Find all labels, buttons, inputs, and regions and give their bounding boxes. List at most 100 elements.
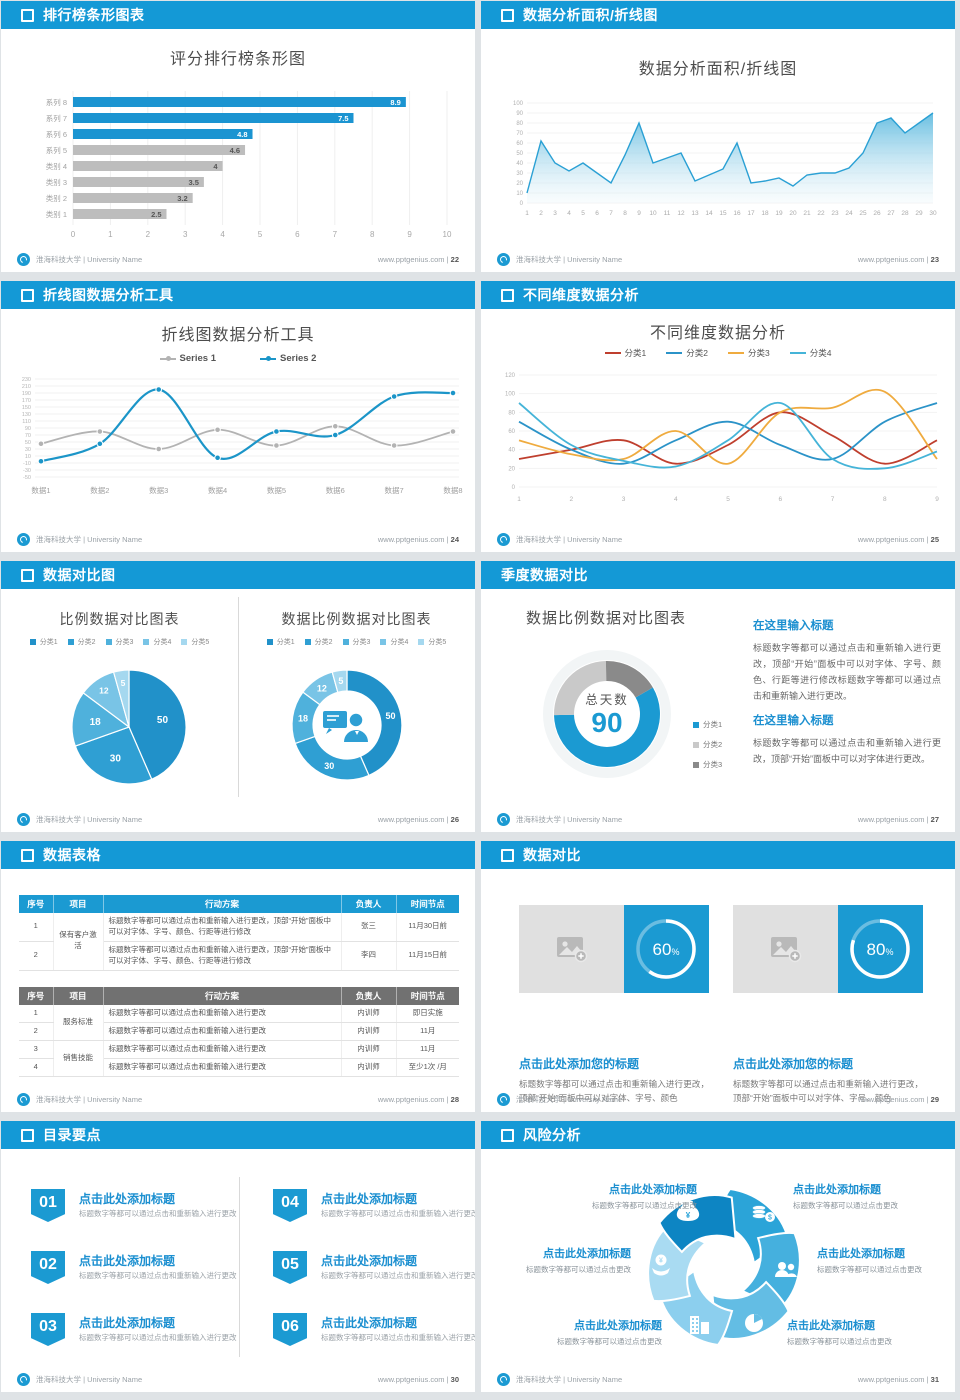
- svg-text:30: 30: [516, 171, 523, 177]
- svg-text:7: 7: [333, 230, 338, 239]
- slide-22[interactable]: 排行榜条形图表 评分排行榜条形图 0 1 2 3 4 5 6 7 8 9 10 系列 8 8.9 系列 7…: [1, 1, 475, 272]
- pie-chart-icon: [745, 1314, 763, 1332]
- logo-icon: [497, 532, 510, 546]
- diagram-label-title: 点击此处添加标题: [543, 1248, 631, 1260]
- toc-item[interactable]: 01 点击此处添加标题 标题数字等都可以通过点击和重新输入进行更改: [31, 1189, 241, 1237]
- svg-text:110: 110: [22, 419, 31, 425]
- site-and-page: www.pptgenius.com | 24: [377, 534, 459, 544]
- org-name: 淮海科技大学 | University Name: [516, 1374, 623, 1384]
- svg-text:8: 8: [883, 496, 887, 503]
- logo-icon: [497, 1372, 510, 1386]
- svg-text:22: 22: [817, 210, 825, 217]
- svg-text:数据2: 数据2: [90, 485, 109, 495]
- svg-text:数据3: 数据3: [149, 485, 168, 495]
- toc-subtitle: 标题数字等都可以通过点击和重新输入进行更改: [321, 1209, 475, 1218]
- legend-item: 分类5: [181, 637, 209, 647]
- pie-chart-title: 比例数据对比图表: [59, 611, 180, 627]
- block-heading: 在这里输入标题: [753, 715, 834, 728]
- table-header-cell: 负责人: [341, 987, 397, 1005]
- diagram-label-subtitle: 标题数字等都可以通过点击更改: [592, 1201, 697, 1210]
- text-blocks: 在这里输入标题 标题数字等都可以通过点击和重新输入进行更改，顶部“开始”面板中可…: [753, 609, 941, 775]
- slide-footer: 淮海科技大学 | University Name www.pptgenius.co…: [1, 1086, 475, 1112]
- svg-text:40: 40: [508, 448, 515, 454]
- slide-28[interactable]: 数据表格 序号 项目 行动方案 负责人 时间节点 1 保有客户激活 标题数字等都可以通过点击和…: [1, 841, 475, 1112]
- legend-item: 分类3: [105, 637, 133, 647]
- toc-item[interactable]: 06 点击此处添加标题 标题数字等都可以通过点击和重新输入进行更改: [273, 1313, 475, 1361]
- org-name: 淮海科技大学 | University Name: [516, 814, 623, 824]
- svg-text:¥: ¥: [686, 1211, 691, 1220]
- svg-text:4.6: 4.6: [230, 146, 240, 155]
- legend-item: 分类1: [604, 347, 646, 359]
- chart-title: 数据比例数据对比图表: [525, 610, 686, 627]
- slide-26[interactable]: 数据对比图 比例数据对比图表 数据比例数据对比图表 分类1 分类2 分类3 分类4 分类…: [1, 561, 475, 832]
- slide-27[interactable]: 季度数据对比 数据比例数据对比图表 总天数 90 分类1 分类2 分类3 在这里输入…: [481, 561, 955, 832]
- svg-text:数据1: 数据1: [31, 485, 50, 495]
- legend-item: 分类5: [418, 637, 446, 647]
- svg-text:20: 20: [516, 181, 523, 187]
- svg-text:系列 7: 系列 7: [46, 113, 67, 123]
- toc-item[interactable]: 03 点击此处添加标题 标题数字等都可以通过点击和重新输入进行更改: [31, 1313, 241, 1361]
- legend-item: 分类2: [304, 637, 333, 647]
- svg-text:-50: -50: [23, 475, 31, 481]
- toc-item[interactable]: 05 点击此处添加标题 标题数字等都可以通过点击和重新输入进行更改: [273, 1251, 475, 1299]
- svg-text:50: 50: [157, 715, 169, 726]
- svg-text:230: 230: [22, 377, 31, 383]
- square-icon: [501, 1128, 514, 1142]
- slide-cell: 数据对比图 比例数据对比图表 数据比例数据对比图表 分类1 分类2 分类3 分类4 分类…: [0, 560, 480, 840]
- toc-item[interactable]: 02 点击此处添加标题 标题数字等都可以通过点击和重新输入进行更改: [31, 1251, 241, 1299]
- logo-icon: [17, 1372, 30, 1386]
- legend-item: 分类4: [789, 347, 831, 359]
- svg-text:60%: 60%: [653, 940, 680, 959]
- org-name: 淮海科技大学 | University Name: [516, 1094, 623, 1104]
- table-header-cell: 序号: [19, 895, 54, 913]
- image-placeholder: [733, 905, 838, 993]
- slide-24[interactable]: 折线图数据分析工具 折线图数据分析工具 Series 1 Series 2 -50…: [1, 281, 475, 552]
- slide-30[interactable]: 目录要点 01 点击此处添加标题 标题数字等都可以通过点击和重新输入进行更改 02 点击…: [1, 1121, 475, 1392]
- slide-25[interactable]: 不同维度数据分析 不同维度数据分析 分类1 分类2 分类3 分类4 0 20 40 60 80…: [481, 281, 955, 552]
- slide-29[interactable]: 数据对比 60% 点击此处添加您的标题 标题数字等都可以通过点击和重新输入进行更…: [481, 841, 955, 1112]
- toc-item[interactable]: 04 点击此处添加标题 标题数字等都可以通过点击和重新输入进行更改: [273, 1189, 475, 1237]
- svg-text:类别 4: 类别 4: [46, 161, 67, 171]
- svg-text:3: 3: [553, 210, 557, 217]
- diagram-label-subtitle: 标题数字等都可以通过点击更改: [557, 1337, 662, 1346]
- toc-number-badge: 03: [31, 1313, 65, 1346]
- diagram-label: 点击此处添加标题标题数字等都可以通过点击更改: [497, 1317, 662, 1347]
- toc-title: 点击此处添加标题: [79, 1254, 176, 1268]
- svg-text:12: 12: [317, 683, 327, 693]
- add-image-icon: [556, 937, 587, 963]
- slide-footer: 淮海科技大学 | University Name www.pptgenius.co…: [1, 806, 475, 832]
- comparison-panel: 80% 点击此处添加您的标题 标题数字等都可以通过点击和重新输入进行更改，顶部“…: [733, 905, 923, 1103]
- table-header-cell: 项目: [53, 987, 104, 1005]
- chart-legend: 分类1 分类2 分类3 分类4 分类5: [238, 637, 475, 647]
- page-number: 24: [450, 534, 459, 544]
- svg-text:5: 5: [726, 496, 730, 503]
- svg-text:5: 5: [258, 230, 263, 239]
- diagram-label-title: 点击此处添加标题: [574, 1320, 662, 1332]
- bar-chart: 0 1 2 3 4 5 6 7 8 9 10 系列 8 8.9 系列 7 7.5 系列 6 4.8 系列 5 4.6…: [46, 91, 452, 239]
- table-header-cell: 序号: [19, 987, 54, 1005]
- svg-text:2: 2: [539, 210, 543, 217]
- svg-text:80: 80: [516, 121, 523, 127]
- slide-23[interactable]: 数据分析面积/折线图 数据分析面积/折线图 0 10 20 30 40 50 60 70 80 9…: [481, 1, 955, 272]
- svg-text:100: 100: [505, 392, 516, 398]
- panel-body: 标题数字等都可以通过点击和重新输入进行更改，顶部“开始”面板中可以对字体、字号、…: [733, 1079, 923, 1104]
- legend-item: 分类2: [693, 739, 722, 750]
- slide-31[interactable]: 风险分析 ¥ $ ¥ 点击此处添加标题 标题数字等都可以通过点击更改 点击此处添加标题标…: [481, 1121, 955, 1392]
- slide-footer: 淮海科技大学 | University Name www.pptgenius.co…: [481, 1366, 955, 1392]
- slide-cell: 季度数据对比 数据比例数据对比图表 总天数 90 分类1 分类2 分类3 在这里输入…: [480, 560, 960, 840]
- diagram-label-subtitle: 标题数字等都可以通过点击更改: [787, 1337, 892, 1346]
- chart-title: 折线图数据分析工具: [161, 327, 315, 344]
- slide-header: 风险分析: [481, 1121, 955, 1149]
- pie-and-donut-chart: 50 30 18 12 5 50 30 18 12 5: [71, 669, 403, 785]
- slide-header-title: 不同维度数据分析: [523, 287, 639, 303]
- logo-icon: [497, 1092, 510, 1106]
- site-and-page: www.pptgenius.com | 29: [857, 1094, 939, 1104]
- table-row: 3 销售技能 标题数字等都可以通过点击和重新输入进行更改 内训师 11月: [19, 1040, 459, 1077]
- svg-text:13: 13: [691, 210, 699, 217]
- diagram-label: 点击此处添加标题 标题数字等都可以通过点击更改: [497, 1181, 697, 1211]
- svg-text:8: 8: [623, 210, 627, 217]
- svg-text:10: 10: [649, 210, 657, 217]
- panel-body: 标题数字等都可以通过点击和重新输入进行更改，顶部“开始”面板中可以对字体、字号、…: [519, 1079, 709, 1104]
- square-icon: [501, 8, 514, 22]
- table-row: 2 标题数字等都可以通过点击和重新输入进行更改，顶部“开始”面板中可以对字体、字号…: [19, 941, 459, 971]
